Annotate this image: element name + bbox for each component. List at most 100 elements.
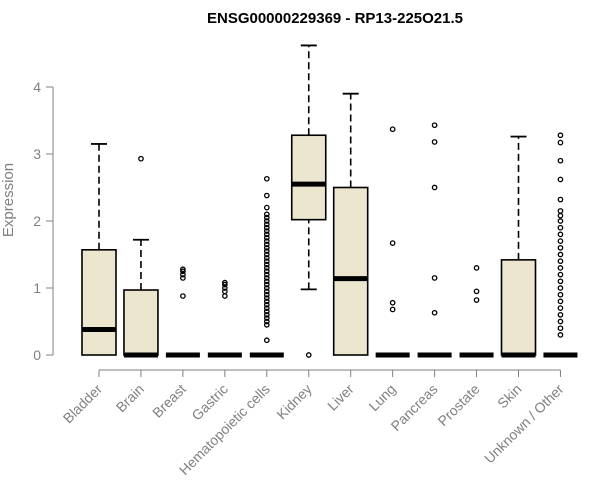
outlier-point <box>263 278 270 285</box>
outlier-point <box>557 196 564 203</box>
outlier-point <box>557 318 564 325</box>
box-iqr <box>500 259 537 356</box>
outlier-point <box>263 221 270 228</box>
y-tick-label: 4 <box>33 79 41 95</box>
x-tick-label: Lung <box>365 381 398 414</box>
outlier-point <box>473 297 480 303</box>
outlier-point <box>557 231 564 238</box>
outlier-point <box>557 265 564 271</box>
box-bladder <box>81 143 117 356</box>
outlier-point <box>473 288 480 295</box>
outlier-point <box>263 255 270 261</box>
outlier-point <box>263 261 270 268</box>
outlier-point <box>263 244 270 251</box>
y-tick-label: 1 <box>33 280 41 296</box>
outlier-point <box>557 271 564 278</box>
outlier-point <box>263 321 270 328</box>
y-axis: 0 1 2 3 4 <box>33 79 54 363</box>
outlier-point <box>431 139 438 145</box>
outlier-point <box>263 175 270 182</box>
outlier-point <box>263 271 270 278</box>
outlier-point <box>431 309 438 316</box>
outlier-point <box>389 299 396 306</box>
outlier-point <box>389 306 396 313</box>
outlier-point <box>557 212 564 219</box>
x-tick-label: Kidney <box>273 381 315 423</box>
outlier-point <box>557 305 564 311</box>
outlier-point <box>222 279 228 286</box>
outlier-point <box>180 275 186 281</box>
outlier-point <box>557 176 564 183</box>
box-brain <box>123 155 159 358</box>
outlier-point <box>263 285 270 291</box>
outlier-point <box>557 224 564 231</box>
outlier-point <box>431 184 438 191</box>
outlier-point <box>263 204 270 211</box>
outlier-point <box>263 218 270 224</box>
y-tick-label: 0 <box>33 347 41 363</box>
box-skin <box>500 135 537 358</box>
outlier-point <box>557 278 564 285</box>
y-axis-label: Expression <box>0 163 17 237</box>
outlier-point <box>263 291 270 298</box>
outlier-point <box>263 224 270 231</box>
outlier-point <box>263 315 270 321</box>
outlier-point <box>557 332 564 338</box>
outlier-point <box>263 337 270 344</box>
box-hematopoietic-cells <box>249 175 284 358</box>
x-tick-label: Liver <box>324 381 357 414</box>
outlier-point <box>557 291 564 298</box>
outlier-point <box>557 244 564 251</box>
outlier-point <box>557 157 564 164</box>
outlier-point <box>263 265 270 271</box>
outlier-point <box>180 271 186 278</box>
outlier-point <box>263 318 270 325</box>
outlier-point <box>557 251 564 258</box>
outlier-point <box>263 301 270 308</box>
box-gastric <box>207 279 242 358</box>
outlier-point <box>180 293 186 299</box>
outlier-point <box>180 268 186 275</box>
box-iqr <box>81 249 117 356</box>
outlier-point <box>557 311 564 318</box>
outlier-point <box>222 293 228 299</box>
outlier-point <box>557 325 564 332</box>
outlier-point <box>138 155 144 162</box>
x-tick-label: Skin <box>494 381 525 412</box>
outlier-point <box>263 258 270 265</box>
outlier-point <box>557 218 564 224</box>
outlier-point <box>263 308 270 315</box>
outlier-point <box>263 305 270 311</box>
outlier-point <box>431 275 438 281</box>
outlier-point <box>389 240 396 246</box>
outlier-point <box>263 214 270 221</box>
outlier-point <box>263 231 270 238</box>
outlier-point <box>557 285 564 291</box>
outlier-point <box>263 192 270 199</box>
x-tick-label: Bladder <box>60 381 106 427</box>
y-tick-label: 2 <box>33 213 41 229</box>
x-tick-label: Prostate <box>434 381 482 429</box>
outlier-point <box>222 285 228 291</box>
outlier-point <box>263 251 270 258</box>
outlier-point <box>263 268 270 275</box>
outlier-point <box>263 211 270 218</box>
outlier-point <box>222 288 228 295</box>
box-iqr <box>123 289 159 356</box>
outlier-point <box>263 275 270 281</box>
box-iqr <box>332 186 369 356</box>
outlier-point <box>557 298 564 305</box>
outlier-point <box>557 258 564 265</box>
outlier-point <box>305 352 312 358</box>
box-unknown-other <box>543 132 578 358</box>
box-iqr <box>290 134 327 221</box>
outlier-point <box>473 265 480 271</box>
outlier-point <box>263 288 270 295</box>
outlier-point <box>263 311 270 318</box>
outlier-point <box>263 234 270 241</box>
outlier-point <box>557 208 564 214</box>
x-tick-label: Pancreas <box>388 381 441 434</box>
outlier-point <box>222 281 228 288</box>
